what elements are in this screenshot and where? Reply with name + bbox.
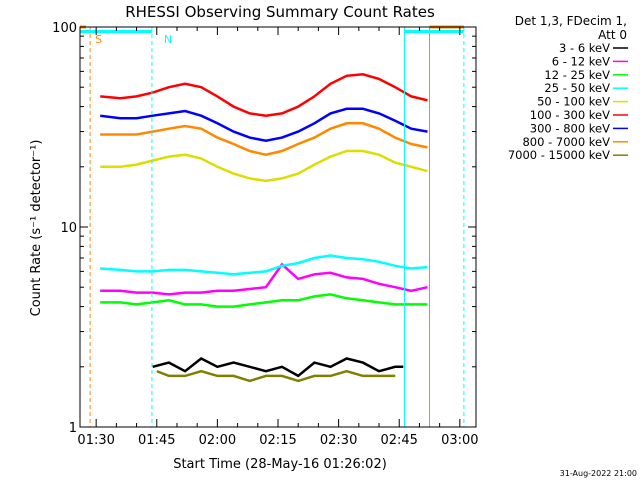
x-tick-label: 02:00 <box>199 433 236 448</box>
series-line-4 <box>100 254 428 276</box>
series-line-7 <box>100 107 428 142</box>
x-tick-label: 01:45 <box>138 433 175 448</box>
legend-entry-label: 800 - 7000 keV <box>522 135 610 149</box>
legend-entry-label: 50 - 100 keV <box>537 95 610 109</box>
series-line-2 <box>100 262 428 296</box>
series-line-5 <box>100 149 428 183</box>
y-tick-label: 100 <box>52 21 77 36</box>
x-tick-label: 03:00 <box>441 433 478 448</box>
y-axis-label: Count Rate (s⁻¹ detector⁻¹) <box>29 140 44 317</box>
x-tick-label: 02:15 <box>259 433 296 448</box>
y-tick-label: 1 <box>69 421 77 436</box>
legend-entry-label: 7000 - 15000 keV <box>508 148 610 162</box>
x-axis-label: Start Time (28-May-16 01:26:02) <box>173 457 387 472</box>
legend-header-line: Att 0 <box>598 28 627 42</box>
series-line-9 <box>156 369 396 383</box>
x-tick-label: 02:45 <box>380 433 417 448</box>
legend-entry-label: 6 - 12 keV <box>552 54 610 68</box>
annotation-1: S <box>95 33 102 46</box>
chart-title: RHESSI Observing Summary Count Rates <box>125 3 435 21</box>
legend-entry-label: 12 - 25 keV <box>544 68 610 82</box>
series-line-3 <box>100 293 428 308</box>
y-tick-label: 10 <box>60 221 77 236</box>
legend-entry-label: 3 - 6 keV <box>559 41 610 55</box>
annotation-2: N <box>164 33 172 46</box>
series-line-8 <box>100 122 428 156</box>
footer-timestamp: 31-Aug-2022 21:00 <box>560 469 637 478</box>
legend-entry-label: 300 - 800 keV <box>530 121 610 135</box>
series-line-1 <box>152 357 404 378</box>
x-tick-label: 02:30 <box>320 433 357 448</box>
series-line-6 <box>100 73 428 117</box>
legend-entry-label: 25 - 50 keV <box>544 81 610 95</box>
legend-entry-label: 100 - 300 keV <box>530 108 610 122</box>
x-tick-label: 01:30 <box>77 433 114 448</box>
legend-header-line: Det 1,3, FDecim 1, <box>515 14 627 28</box>
axes: 01:30 01:45 02:00 02:15 02:30 02:45 03:00 1 10 10… <box>52 21 478 448</box>
